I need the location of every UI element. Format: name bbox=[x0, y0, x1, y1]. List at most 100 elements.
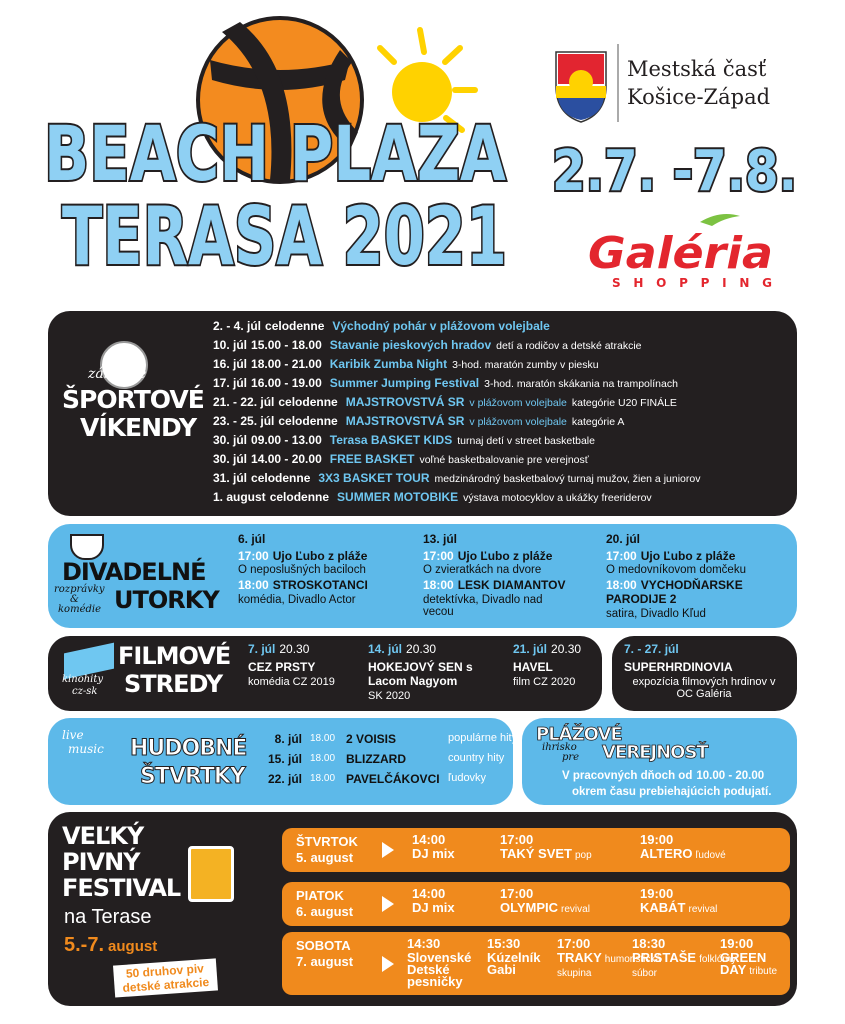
concert-time: 18.00 bbox=[310, 773, 336, 784]
theatre-label-small3: komédie bbox=[58, 604, 101, 615]
day-row: SOBOTA 7. august 14:30 Slovenské Detské pes… bbox=[282, 932, 790, 995]
event-date: 23. - 25. júl bbox=[213, 414, 275, 428]
concert-date: 15. júl bbox=[267, 752, 302, 766]
act-name: ALTERO bbox=[640, 846, 693, 861]
event-time: 14.00 - 20.00 bbox=[251, 452, 322, 466]
event-date: 31. júl bbox=[213, 471, 248, 485]
event-detail: turnaj detí v street basketbale bbox=[457, 435, 595, 447]
act-genre: ľudové bbox=[695, 850, 726, 861]
sport-event: 21. - 22. júl celodenne MAJSTROVSTVÁ SR v p… bbox=[213, 395, 677, 409]
act-genre: revival bbox=[688, 904, 718, 915]
act-name: Slovenské Detské pesničky bbox=[407, 950, 472, 989]
show-line: 18:00 LESK DIAMANTOV bbox=[423, 578, 598, 592]
beer-badge: 50 druhov piv detské atrakcie bbox=[113, 958, 218, 998]
beer-dates: 5.-7. august bbox=[64, 934, 157, 957]
show-time: 18:00 bbox=[238, 578, 269, 592]
kids-show: Ujo Ľubo z pláže bbox=[457, 549, 553, 563]
event-detail: voľné basketbalovanie pre verejnosť bbox=[419, 454, 589, 466]
act-name: GREEN DAY bbox=[720, 950, 767, 977]
act-time: 19:00 bbox=[720, 936, 754, 951]
event-time: celodenne bbox=[278, 414, 338, 428]
concert-date: 22. júl bbox=[267, 772, 302, 786]
act-line: OLYMPIC revival bbox=[500, 900, 635, 916]
film-box: FILMOVÉ kinohity cz-sk STREDY 7. júl 20.30 CEZ… bbox=[48, 636, 602, 711]
show-info: satira, Divadlo Kľud bbox=[606, 608, 706, 620]
event-time: celodenne bbox=[265, 319, 325, 333]
act-line: TRAKY humoristická skupina bbox=[557, 950, 661, 980]
event-name: MAJSTROVSTVÁ SR bbox=[345, 395, 465, 409]
beer-box: VEĽKÝ PIVNÝ FESTIVAL na Terase 5.-7. august 50… bbox=[48, 812, 797, 1006]
sport-event: 10. júl 15.00 - 18.00 Stavanie pieskových … bbox=[213, 338, 642, 352]
sport-event: 17. júl 16.00 - 19.00 Summer Jumping Festi… bbox=[213, 376, 678, 390]
event-date: 30. júl bbox=[213, 452, 248, 466]
event-date: 1. august bbox=[213, 490, 266, 504]
concert-date: 8. júl bbox=[274, 732, 302, 746]
film-label-line1: FILMOVÉ bbox=[118, 642, 231, 670]
exhibition-box: 7. - 27. júl SUPERHRDINOVIA expozícia film… bbox=[612, 636, 797, 711]
day-name: PIATOK bbox=[296, 888, 344, 903]
act-name: DJ mix bbox=[412, 900, 455, 915]
exhibition-date: 7. - 27. júl bbox=[624, 642, 679, 656]
event-detail: kategórie U20 FINÁLE bbox=[571, 397, 677, 409]
concert-genre: country hity bbox=[448, 752, 505, 764]
theatre-label-line2: UTORKY bbox=[114, 586, 220, 614]
event-date: 10. júl bbox=[213, 338, 248, 352]
volleyball bbox=[196, 16, 364, 184]
show-line: 18:00 VYCHODŇARSKE PARODIJE 2 bbox=[606, 578, 781, 606]
event-time: celodenne bbox=[251, 471, 311, 485]
playground-label-line1: PLÁŽOVÉ bbox=[536, 724, 623, 746]
event-date: 16. júl bbox=[213, 357, 248, 371]
music-label-small2: music bbox=[68, 742, 104, 756]
day-name: SOBOTA bbox=[296, 938, 351, 953]
film-info: komédia CZ 2019 bbox=[248, 676, 335, 688]
act-time: 19:00 bbox=[640, 886, 674, 901]
show-line: 17:00 Ujo Ľubo z pláže bbox=[423, 549, 552, 563]
act-name: OLYMPIC bbox=[500, 900, 559, 915]
film-label-line2: STREDY bbox=[124, 670, 223, 698]
beer-label-line4: na Terase bbox=[64, 906, 152, 928]
act-name: PRISTAŠE bbox=[632, 950, 697, 965]
show-line: 18:00 STROSKOTANCI bbox=[238, 578, 413, 592]
kids-title: O neposlušných bacilоch bbox=[238, 564, 366, 576]
act-line: KABÁT revival bbox=[640, 901, 775, 916]
event-name: Východný pohár v plážovom volejbale bbox=[332, 319, 550, 333]
show-time: 18:00 bbox=[606, 578, 637, 592]
show-time: 17:00 bbox=[423, 549, 454, 563]
act-time: 14:00 bbox=[412, 832, 446, 847]
event-detail: medzinárodný basketbalový turnaj mužov, … bbox=[434, 473, 701, 485]
show-date: 6. júl bbox=[238, 532, 266, 546]
film-date-line: 21. júl 20.30 bbox=[513, 642, 581, 656]
beer-label: VEĽKÝ bbox=[62, 822, 144, 850]
kids-show: Ujo Ľubo z pláže bbox=[640, 549, 736, 563]
concert-band: PAVELČÁKOVCI bbox=[346, 772, 440, 786]
arrow bbox=[382, 842, 394, 858]
event-detail: 3-hod. maratón skákania na trampolínach bbox=[484, 378, 678, 390]
arrow bbox=[382, 955, 394, 972]
event-time: celodenne bbox=[269, 490, 330, 504]
playground-label-small1: ihrisko bbox=[542, 742, 577, 753]
concert-time: 18.00 bbox=[310, 733, 336, 744]
sponsor: Galéria bbox=[588, 228, 773, 279]
sun-disc bbox=[392, 62, 452, 122]
act-line: DJ mix bbox=[412, 847, 547, 860]
act-time: 19:00 bbox=[640, 832, 674, 847]
hours-text: V pracovných dňoch od bbox=[562, 770, 693, 782]
municipality-line2: Košice-Západ bbox=[627, 85, 770, 109]
film-time: 20.30 bbox=[406, 642, 437, 656]
film-label-small1: kinohity bbox=[62, 674, 104, 685]
act-time: 15:30 bbox=[487, 936, 521, 951]
event-name: MAJSTROVSTVÁ SR bbox=[345, 414, 465, 428]
act-name: TAKÝ SVET bbox=[500, 846, 572, 861]
day-row: ŠTVRTOK 5. august 14:00 DJ mix 17:00 TAKÝ SVE… bbox=[282, 828, 790, 872]
sun bbox=[377, 27, 478, 133]
music-label-line1: HUDOBNÉ bbox=[129, 736, 247, 762]
film-label-small2: cz-sk bbox=[72, 686, 98, 697]
concert-genre: populárne hity bbox=[448, 732, 513, 744]
show-info: komédia, Divadlo Actor bbox=[238, 594, 356, 606]
act-name: TRAKY bbox=[557, 950, 602, 965]
sport-event: 2. - 4. júl celodenne Východný pohár v plá… bbox=[213, 319, 555, 333]
act-line: PRISTAŠE folklórny súbor bbox=[632, 950, 736, 980]
header: BEACH PLAZA TERASA 2021 Mestská časť Koš… bbox=[42, 16, 799, 290]
event-time: 15.00 - 18.00 bbox=[251, 338, 322, 352]
